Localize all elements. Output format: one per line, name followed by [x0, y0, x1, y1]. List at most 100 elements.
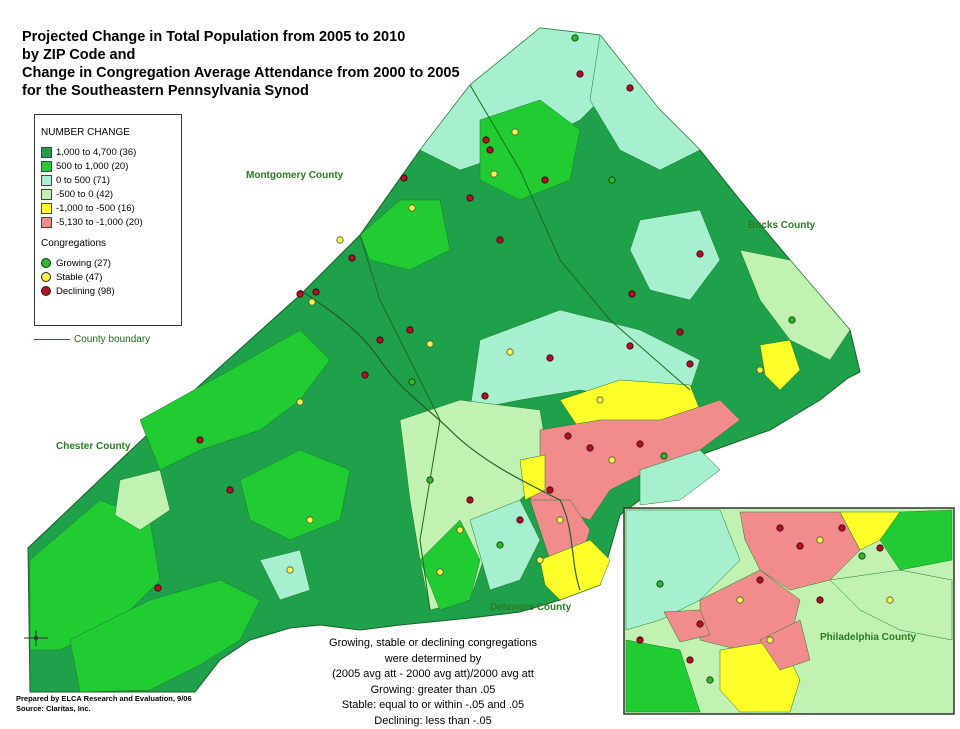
- compass-rose-icon: [22, 628, 50, 650]
- map-title: Projected Change in Total Population fro…: [22, 28, 460, 100]
- congregation-growing: [497, 542, 503, 548]
- congregation-declining: [877, 545, 883, 551]
- congregation-declining: [687, 361, 693, 367]
- legend-row: -500 to 0 (42): [41, 188, 113, 200]
- county-label-chester: Chester County: [56, 441, 130, 452]
- congregation-growing: [657, 581, 663, 587]
- congregation-stable: [767, 637, 773, 643]
- county-label-philadelphia: Philadelphia County: [820, 632, 916, 643]
- congregation-declining: [227, 487, 233, 493]
- congregation-declining: [677, 329, 683, 335]
- title-line: Change in Congregation Average Attendanc…: [22, 64, 460, 82]
- congregation-declining: [565, 433, 571, 439]
- county-label-bucks: Bucks County: [748, 220, 815, 231]
- county-boundary-legend: County boundary: [34, 334, 150, 345]
- congregation-growing: [661, 453, 667, 459]
- legend-row: -5,130 to -1,000 (20): [41, 216, 143, 228]
- congregation-stable: [491, 171, 497, 177]
- note-line: Stable: equal to or within -.05 and .05: [298, 698, 568, 714]
- note-line: Growing, stable or declining congregatio…: [298, 636, 568, 652]
- map-legend: NUMBER CHANGE 1,000 to 4,700 (36) 500 to…: [34, 114, 182, 326]
- congregation-stable: [737, 597, 743, 603]
- legend-congregation-row: Growing (27): [41, 257, 111, 269]
- congregation-declining: [577, 71, 583, 77]
- congregation-growing: [609, 177, 615, 183]
- congregation-declining: [467, 195, 473, 201]
- legend-swatch: [41, 147, 52, 158]
- congregation-stable: [307, 517, 313, 523]
- congregation-declining: [377, 337, 383, 343]
- legend-label: 0 to 500 (71): [56, 175, 110, 186]
- county-label-delaware: Delaware County: [490, 602, 571, 613]
- congregation-stable: [287, 567, 293, 573]
- congregation-declining: [547, 355, 553, 361]
- congregation-declining: [297, 291, 303, 297]
- note-line: (2005 avg att - 2000 avg att)/2000 avg a…: [298, 667, 568, 683]
- congregation-stable: [597, 397, 603, 403]
- legend-label: 1,000 to 4,700 (36): [56, 147, 136, 158]
- congregation-declining: [627, 343, 633, 349]
- congregation-declining: [627, 85, 633, 91]
- county-label-montgomery: Montgomery County: [246, 170, 343, 181]
- congregation-growing: [572, 35, 578, 41]
- legend-swatch: [41, 175, 52, 186]
- congregation-stable: [817, 537, 823, 543]
- congregation-growing: [427, 477, 433, 483]
- congregation-declining: [542, 177, 548, 183]
- congregation-declining: [401, 175, 407, 181]
- map-credit: Prepared by ELCA Research and Evaluation…: [16, 694, 192, 714]
- boundary-line-icon: [34, 339, 70, 340]
- declining-marker-icon: [41, 286, 51, 296]
- congregation-declining: [487, 147, 493, 153]
- congregation-growing: [859, 553, 865, 559]
- legend-label: Stable (47): [56, 272, 102, 283]
- congregation-declining: [467, 497, 473, 503]
- legend-congregation-row: Stable (47): [41, 271, 102, 283]
- legend-swatch: [41, 217, 52, 228]
- congregation-growing: [789, 317, 795, 323]
- legend-congregations-header: Congregations: [41, 238, 106, 249]
- congregation-stable: [427, 341, 433, 347]
- congregation-stable: [437, 569, 443, 575]
- congregation-stable: [409, 205, 415, 211]
- congregation-stable: [537, 557, 543, 563]
- congregation-declining: [497, 237, 503, 243]
- credit-line: Prepared by ELCA Research and Evaluation…: [16, 694, 192, 704]
- congregation-stable: [609, 457, 615, 463]
- congregation-declining: [629, 291, 635, 297]
- legend-congregation-row: Declining (98): [41, 285, 115, 297]
- note-line: were determined by: [298, 652, 568, 668]
- legend-label: Declining (98): [56, 286, 115, 297]
- title-line: Projected Change in Total Population fro…: [22, 28, 460, 46]
- legend-label: Growing (27): [56, 258, 111, 269]
- legend-swatch: [41, 161, 52, 172]
- legend-header: NUMBER CHANGE: [41, 127, 130, 138]
- congregation-stable: [507, 349, 513, 355]
- congregation-declining: [349, 255, 355, 261]
- congregation-declining: [637, 441, 643, 447]
- congregation-declining: [817, 597, 823, 603]
- legend-label: -5,130 to -1,000 (20): [56, 217, 143, 228]
- congregation-declining: [407, 327, 413, 333]
- credit-line: Source: Claritas, Inc.: [16, 704, 192, 714]
- congregation-declining: [697, 251, 703, 257]
- legend-row: 0 to 500 (71): [41, 174, 110, 186]
- congregation-declining: [839, 525, 845, 531]
- congregation-declining: [777, 525, 783, 531]
- congregation-declining: [587, 445, 593, 451]
- congregation-declining: [797, 543, 803, 549]
- congregation-declining: [517, 517, 523, 523]
- congregation-stable: [757, 367, 763, 373]
- congregation-stable: [309, 299, 315, 305]
- legend-row: 500 to 1,000 (20): [41, 160, 128, 172]
- congregation-declining: [155, 585, 161, 591]
- title-line: by ZIP Code and: [22, 46, 460, 64]
- legend-label: -1,000 to -500 (16): [56, 203, 135, 214]
- legend-label: -500 to 0 (42): [56, 189, 113, 200]
- classification-notes: Growing, stable or declining congregatio…: [298, 636, 568, 729]
- boundary-label: County boundary: [74, 334, 150, 345]
- note-line: Growing: greater than .05: [298, 683, 568, 699]
- congregation-declining: [362, 372, 368, 378]
- note-line: Declining: less than -.05: [298, 714, 568, 729]
- legend-swatch: [41, 189, 52, 200]
